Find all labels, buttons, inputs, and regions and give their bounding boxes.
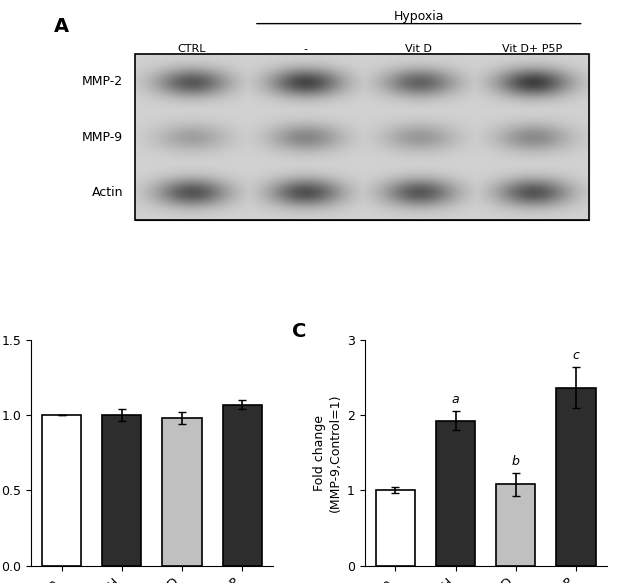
Bar (436, 421, 475, 566)
Bar (376, 490, 415, 566)
Text: CTRL: CTRL (177, 44, 206, 54)
Bar (556, 388, 595, 566)
Text: Actin: Actin (92, 186, 123, 199)
Bar (496, 484, 535, 566)
Bar (134, 110, 589, 165)
Text: Hypoxia: Hypoxia (394, 9, 444, 23)
Bar (134, 54, 589, 110)
Text: b: b (512, 455, 520, 468)
Text: MMP-2: MMP-2 (82, 75, 123, 89)
Text: a: a (452, 393, 459, 406)
Y-axis label: Fold change
(MMP-9,Control=1): Fold change (MMP-9,Control=1) (313, 394, 342, 512)
Text: -: - (303, 44, 307, 54)
Text: c: c (573, 349, 579, 362)
Bar (162, 419, 202, 566)
Bar (134, 54, 589, 220)
Text: MMP-9: MMP-9 (82, 131, 123, 144)
Bar (134, 165, 589, 220)
Text: Vit D: Vit D (405, 44, 432, 54)
Bar (42, 416, 81, 566)
Bar (102, 416, 141, 566)
Text: Vit D+ P5P: Vit D+ P5P (503, 44, 563, 54)
Bar (223, 405, 262, 566)
Text: A: A (54, 17, 69, 37)
Text: C: C (292, 322, 306, 342)
